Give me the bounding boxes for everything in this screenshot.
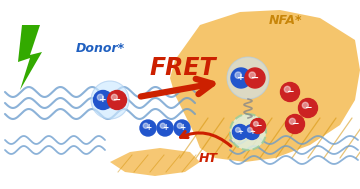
Circle shape	[235, 72, 242, 78]
Circle shape	[94, 91, 112, 109]
Circle shape	[249, 72, 255, 78]
Circle shape	[91, 81, 129, 119]
Text: +: +	[237, 129, 243, 135]
Circle shape	[230, 114, 266, 150]
Text: Donor*: Donor*	[76, 42, 125, 54]
Circle shape	[157, 120, 173, 136]
Text: +: +	[99, 95, 107, 105]
Text: +: +	[162, 123, 168, 132]
Text: +: +	[145, 123, 151, 132]
Polygon shape	[110, 148, 200, 176]
Circle shape	[289, 118, 295, 124]
Text: −: −	[113, 95, 121, 105]
Text: +: +	[237, 74, 245, 83]
Circle shape	[251, 119, 266, 133]
Circle shape	[235, 128, 240, 132]
Text: HT: HT	[198, 152, 217, 164]
Circle shape	[302, 102, 309, 108]
Text: +: +	[249, 129, 255, 135]
Circle shape	[298, 98, 318, 118]
FancyArrowPatch shape	[141, 79, 212, 97]
Text: −: −	[291, 119, 299, 129]
Text: −: −	[286, 88, 294, 97]
Text: FRET: FRET	[150, 56, 216, 80]
Circle shape	[233, 125, 248, 139]
Text: −: −	[255, 122, 261, 130]
Circle shape	[284, 86, 291, 92]
Polygon shape	[18, 25, 42, 90]
Circle shape	[244, 125, 260, 139]
Text: +: +	[179, 123, 185, 132]
Circle shape	[231, 68, 251, 88]
Circle shape	[245, 68, 265, 88]
Circle shape	[111, 94, 117, 100]
Circle shape	[280, 83, 300, 101]
Text: NFA*: NFA*	[268, 13, 302, 26]
Circle shape	[285, 115, 305, 133]
Circle shape	[140, 120, 156, 136]
Circle shape	[97, 94, 103, 100]
Text: −: −	[304, 104, 312, 112]
Circle shape	[108, 91, 126, 109]
Circle shape	[174, 120, 190, 136]
Text: −: −	[251, 73, 259, 83]
Circle shape	[227, 57, 269, 99]
Polygon shape	[170, 10, 360, 162]
FancyArrowPatch shape	[181, 132, 231, 146]
Circle shape	[253, 122, 258, 126]
Circle shape	[160, 123, 165, 128]
Circle shape	[177, 123, 182, 128]
Circle shape	[143, 123, 148, 128]
Circle shape	[248, 128, 252, 132]
